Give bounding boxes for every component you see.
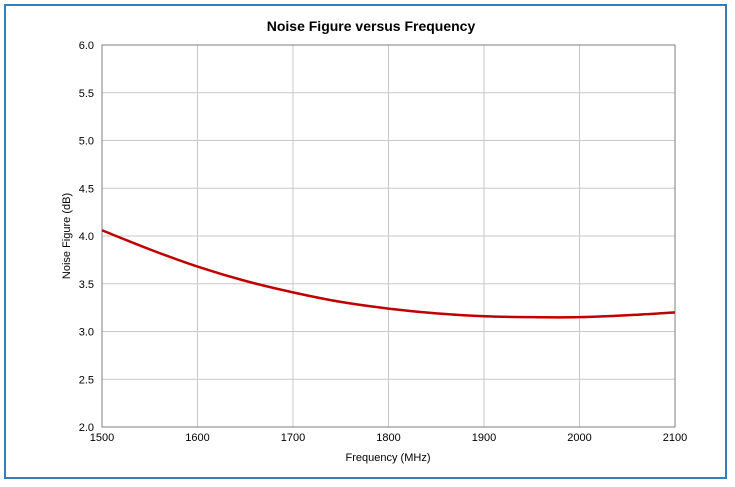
x-tick-label: 2000 [567, 432, 591, 444]
y-tick-label: 3.5 [79, 279, 94, 291]
x-tick-label: 1600 [185, 432, 209, 444]
grid [101, 44, 676, 428]
x-tick-label: 1800 [376, 432, 400, 444]
y-tick-label: 4.0 [79, 231, 94, 243]
y-tick-label: 6.0 [79, 40, 94, 52]
y-tick-labels: 2.0 2.5 3.0 3.5 4.0 4.5 5.0 5.5 6.0 [79, 40, 94, 434]
chart-title: Noise Figure versus Frequency [267, 18, 476, 34]
chart-frame [4, 4, 727, 479]
plot-area-border [101, 44, 676, 428]
y-tick-label: 2.0 [79, 422, 94, 434]
y-tick-label: 3.0 [79, 327, 94, 339]
x-tick-label: 1700 [281, 432, 305, 444]
series-line [101, 229, 676, 319]
x-tick-label: 1500 [90, 432, 114, 444]
x-axis-label: Frequency (MHz) [346, 452, 431, 464]
series-layer [101, 229, 676, 319]
y-tick-label: 5.5 [79, 88, 94, 100]
y-tick-label: 5.0 [79, 136, 94, 148]
x-tick-label: 1900 [472, 432, 496, 444]
y-axis-label: Noise Figure (dB) [61, 193, 73, 279]
y-tick-label: 4.5 [79, 183, 94, 195]
y-tick-label: 2.5 [79, 374, 94, 386]
x-tick-labels: 1500 1600 1700 1800 1900 2000 2100 [90, 432, 687, 444]
x-tick-label: 2100 [663, 432, 687, 444]
